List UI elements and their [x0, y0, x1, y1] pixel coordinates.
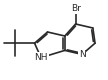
Text: NH: NH: [34, 53, 48, 62]
Text: Br: Br: [71, 4, 81, 13]
Text: N: N: [79, 50, 85, 59]
